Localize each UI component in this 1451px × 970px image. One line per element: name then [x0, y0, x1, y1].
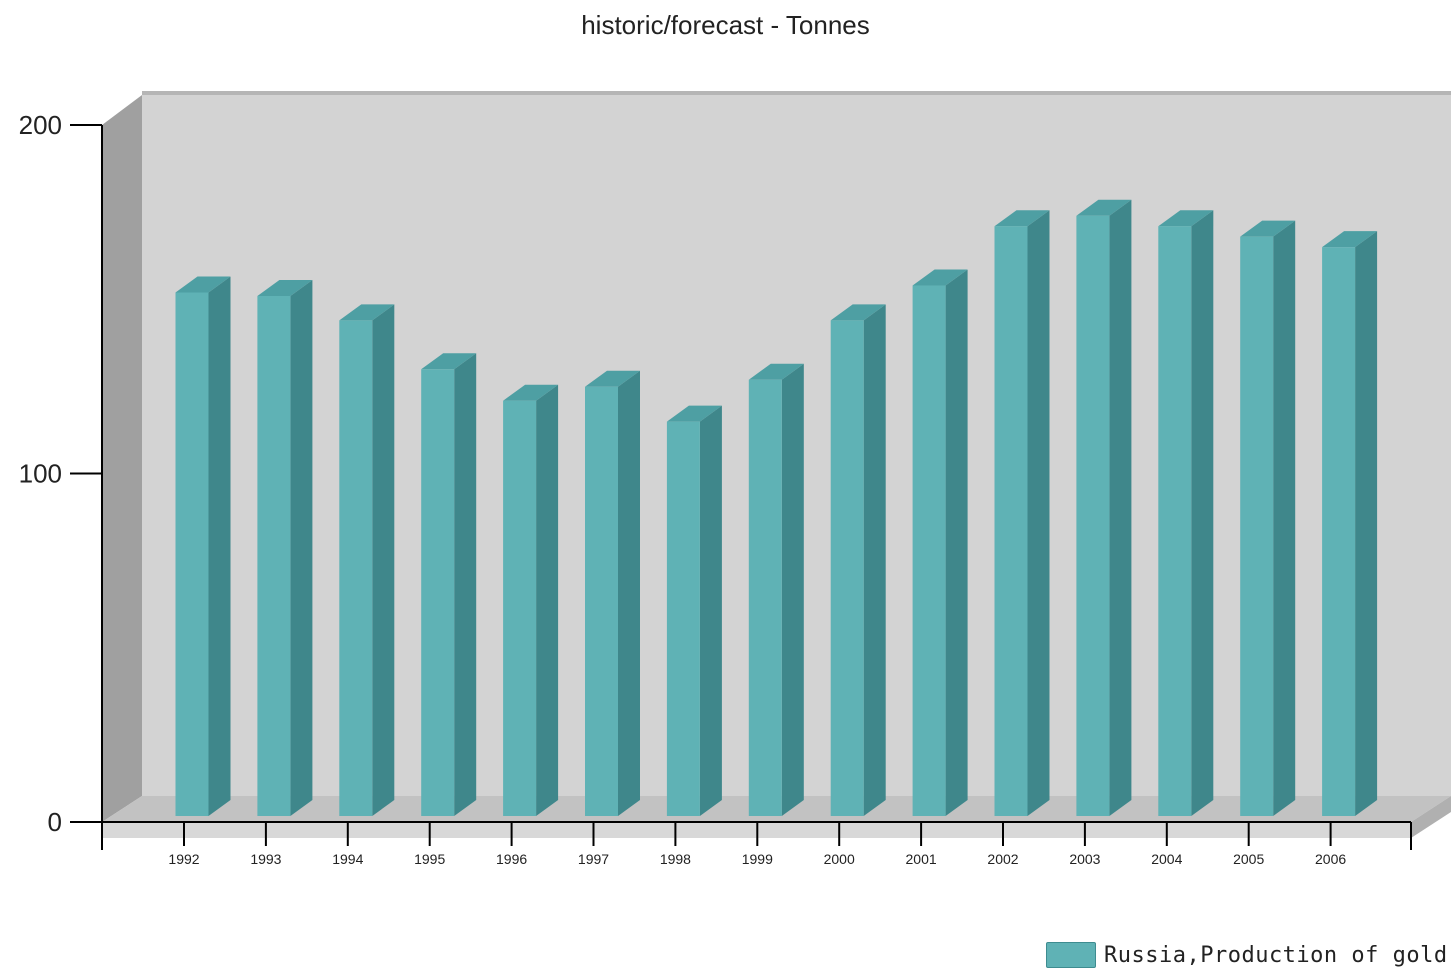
x-tick-label: 2000 [824, 851, 855, 867]
x-tick-label: 1992 [168, 851, 199, 867]
bar-front [748, 379, 782, 816]
x-tick-label: 2004 [1151, 851, 1182, 867]
bar-side [536, 384, 559, 816]
bar [339, 304, 395, 816]
bar [666, 405, 722, 816]
chart-axes [70, 124, 1412, 850]
bar-top [748, 363, 804, 380]
bar-front [994, 226, 1028, 816]
x-tick-label: 1994 [332, 851, 363, 867]
bar-front [1322, 247, 1356, 816]
bar-top [1158, 210, 1214, 227]
bar-top [1076, 199, 1132, 216]
bar-front [1240, 236, 1274, 816]
bar-front [912, 285, 946, 816]
bar-side [1191, 210, 1214, 816]
bar-front [1076, 215, 1110, 817]
bar-front [1158, 226, 1192, 816]
bar [748, 363, 804, 816]
y-tick-label: 200 [19, 110, 62, 140]
y-tick-label: 0 [48, 807, 62, 837]
x-tick-label: 1996 [496, 851, 527, 867]
bar-side [208, 276, 231, 816]
bar-top [666, 405, 722, 422]
bar-top [421, 353, 477, 370]
bar-side [290, 279, 313, 816]
bar-side [699, 405, 722, 816]
bar [257, 279, 313, 816]
bar-side [1109, 199, 1132, 817]
bar-top [912, 269, 968, 286]
bar-top [339, 304, 395, 321]
bar-top [257, 279, 313, 296]
floor-right-edge [1411, 796, 1451, 838]
x-tick-label: 2002 [987, 851, 1018, 867]
bar-top [175, 276, 231, 293]
legend-swatch [1046, 942, 1096, 968]
bar-side [863, 304, 886, 816]
legend: Russia,Production of gold [1046, 940, 1448, 970]
bar-side [372, 304, 395, 816]
bar [503, 384, 559, 816]
bar-front [175, 292, 209, 816]
bar-front [503, 400, 537, 816]
chart-title: historic/forecast - Tonnes [581, 10, 870, 40]
bar-top [503, 384, 559, 401]
bar-front [585, 386, 618, 816]
bar-front [830, 320, 864, 816]
x-tick-label: 2001 [906, 851, 937, 867]
bar [830, 304, 886, 816]
bar [1076, 199, 1132, 817]
bar-front [421, 369, 455, 816]
bar [421, 353, 477, 816]
x-tick-label: 2006 [1315, 851, 1346, 867]
x-tick-label: 1998 [660, 851, 691, 867]
x-tick-label: 1997 [578, 851, 609, 867]
bar-series [175, 199, 1378, 817]
bar-top [994, 210, 1050, 227]
y-tick-label: 100 [19, 459, 62, 489]
x-tick-label: 1999 [742, 851, 773, 867]
x-tick-label: 1995 [414, 851, 445, 867]
x-tick-labels: 1992 1993 1994 1995 1996 1997 1998 1999 2000 2001… [168, 851, 1346, 867]
bar-side [781, 363, 804, 816]
bar-top [1240, 220, 1296, 237]
bar-top [830, 304, 886, 321]
x-tick-label: 1993 [250, 851, 281, 867]
bar [912, 269, 968, 816]
bar [994, 210, 1050, 816]
bar [1240, 220, 1296, 816]
bar-side [1355, 231, 1378, 816]
bar-front [339, 320, 373, 816]
bar-side [454, 353, 477, 816]
bar-top [1322, 231, 1378, 248]
x-tick-label: 2003 [1069, 851, 1100, 867]
bar [1322, 231, 1378, 816]
side-wall [102, 95, 142, 822]
bar-side [1273, 220, 1296, 816]
y-tick-labels: 0 100 200 [19, 110, 62, 837]
bar [585, 370, 640, 816]
bar [175, 276, 231, 816]
bar-top [585, 370, 640, 387]
bar-side [945, 269, 968, 816]
bar-side [1027, 210, 1050, 816]
bar-side [618, 370, 640, 816]
legend-label: Russia,Production of gold [1104, 942, 1448, 968]
bar [1158, 210, 1214, 816]
bar-front [257, 295, 291, 816]
bar-front [666, 421, 700, 816]
x-tick-label: 2005 [1233, 851, 1264, 867]
